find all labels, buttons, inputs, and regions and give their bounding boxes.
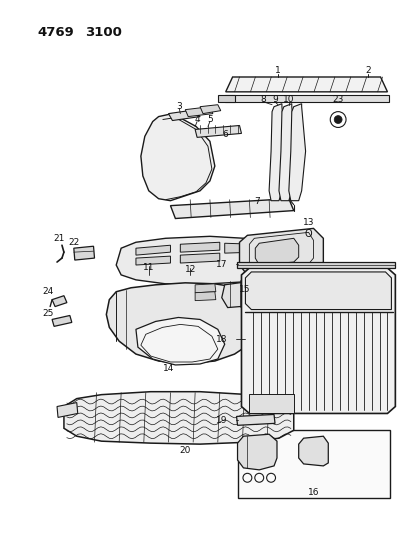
Text: 18: 18 [216, 335, 228, 344]
Polygon shape [106, 283, 259, 364]
Text: 2: 2 [365, 66, 370, 75]
Text: 13: 13 [303, 218, 314, 227]
Text: 6: 6 [223, 130, 228, 139]
Polygon shape [195, 125, 242, 138]
Polygon shape [200, 104, 221, 114]
Text: 11: 11 [143, 263, 155, 272]
Text: 3100: 3100 [84, 26, 122, 39]
Polygon shape [225, 285, 251, 297]
Polygon shape [246, 272, 391, 310]
Polygon shape [226, 77, 388, 92]
Circle shape [334, 116, 342, 124]
Polygon shape [141, 114, 215, 201]
Polygon shape [169, 110, 200, 120]
Polygon shape [279, 104, 296, 201]
Polygon shape [237, 415, 275, 425]
Polygon shape [185, 107, 213, 117]
Polygon shape [269, 104, 286, 201]
Polygon shape [52, 316, 72, 326]
FancyBboxPatch shape [237, 430, 390, 498]
Polygon shape [225, 243, 254, 253]
Polygon shape [180, 253, 220, 263]
Polygon shape [52, 296, 67, 306]
Text: 7: 7 [255, 197, 260, 206]
Polygon shape [237, 262, 395, 268]
Text: 9: 9 [272, 95, 278, 104]
Polygon shape [237, 434, 277, 470]
Text: 5: 5 [207, 115, 213, 124]
Text: 20: 20 [180, 446, 191, 455]
Polygon shape [136, 256, 171, 265]
Text: 21: 21 [53, 234, 65, 243]
Text: 4769: 4769 [37, 26, 74, 39]
Polygon shape [136, 318, 225, 365]
Polygon shape [289, 104, 306, 201]
Text: 1: 1 [275, 66, 281, 75]
Text: 14: 14 [163, 365, 174, 374]
Text: 8: 8 [260, 95, 266, 104]
Polygon shape [218, 95, 235, 102]
Polygon shape [116, 236, 267, 284]
Polygon shape [242, 268, 395, 414]
Polygon shape [249, 394, 294, 414]
Text: 24: 24 [42, 287, 54, 296]
Text: 16: 16 [308, 488, 319, 497]
Text: 17: 17 [216, 260, 228, 269]
Polygon shape [136, 245, 171, 255]
Polygon shape [299, 436, 328, 466]
Text: 12: 12 [184, 265, 196, 274]
Text: 4: 4 [194, 115, 200, 124]
Text: 19: 19 [216, 416, 228, 425]
Text: 25: 25 [42, 309, 54, 318]
Polygon shape [239, 229, 324, 275]
Text: 22: 22 [68, 238, 80, 247]
Text: 23: 23 [333, 95, 344, 104]
Polygon shape [180, 243, 220, 252]
Polygon shape [255, 238, 299, 265]
Text: 10: 10 [283, 95, 295, 104]
Text: O: O [305, 229, 313, 239]
Text: 3: 3 [177, 102, 182, 111]
Polygon shape [195, 284, 216, 293]
Polygon shape [222, 280, 267, 308]
Polygon shape [195, 292, 216, 301]
Polygon shape [74, 246, 95, 260]
Text: 15: 15 [239, 285, 250, 294]
Polygon shape [225, 95, 390, 102]
Polygon shape [171, 199, 294, 219]
Polygon shape [57, 402, 78, 417]
Polygon shape [64, 392, 294, 444]
